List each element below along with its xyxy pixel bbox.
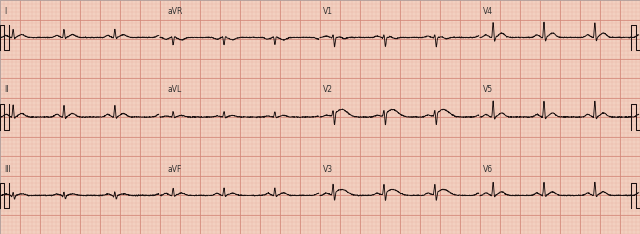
Text: II: II [4, 85, 9, 94]
Text: V4: V4 [483, 7, 493, 16]
Text: V1: V1 [323, 7, 333, 16]
Text: aVR: aVR [167, 7, 182, 16]
Text: aVF: aVF [167, 165, 181, 174]
Text: III: III [4, 165, 12, 174]
Text: I: I [4, 7, 7, 16]
Text: V5: V5 [483, 85, 493, 94]
Text: aVL: aVL [167, 85, 181, 94]
Text: V3: V3 [323, 165, 333, 174]
Text: V6: V6 [483, 165, 493, 174]
Text: V2: V2 [323, 85, 333, 94]
